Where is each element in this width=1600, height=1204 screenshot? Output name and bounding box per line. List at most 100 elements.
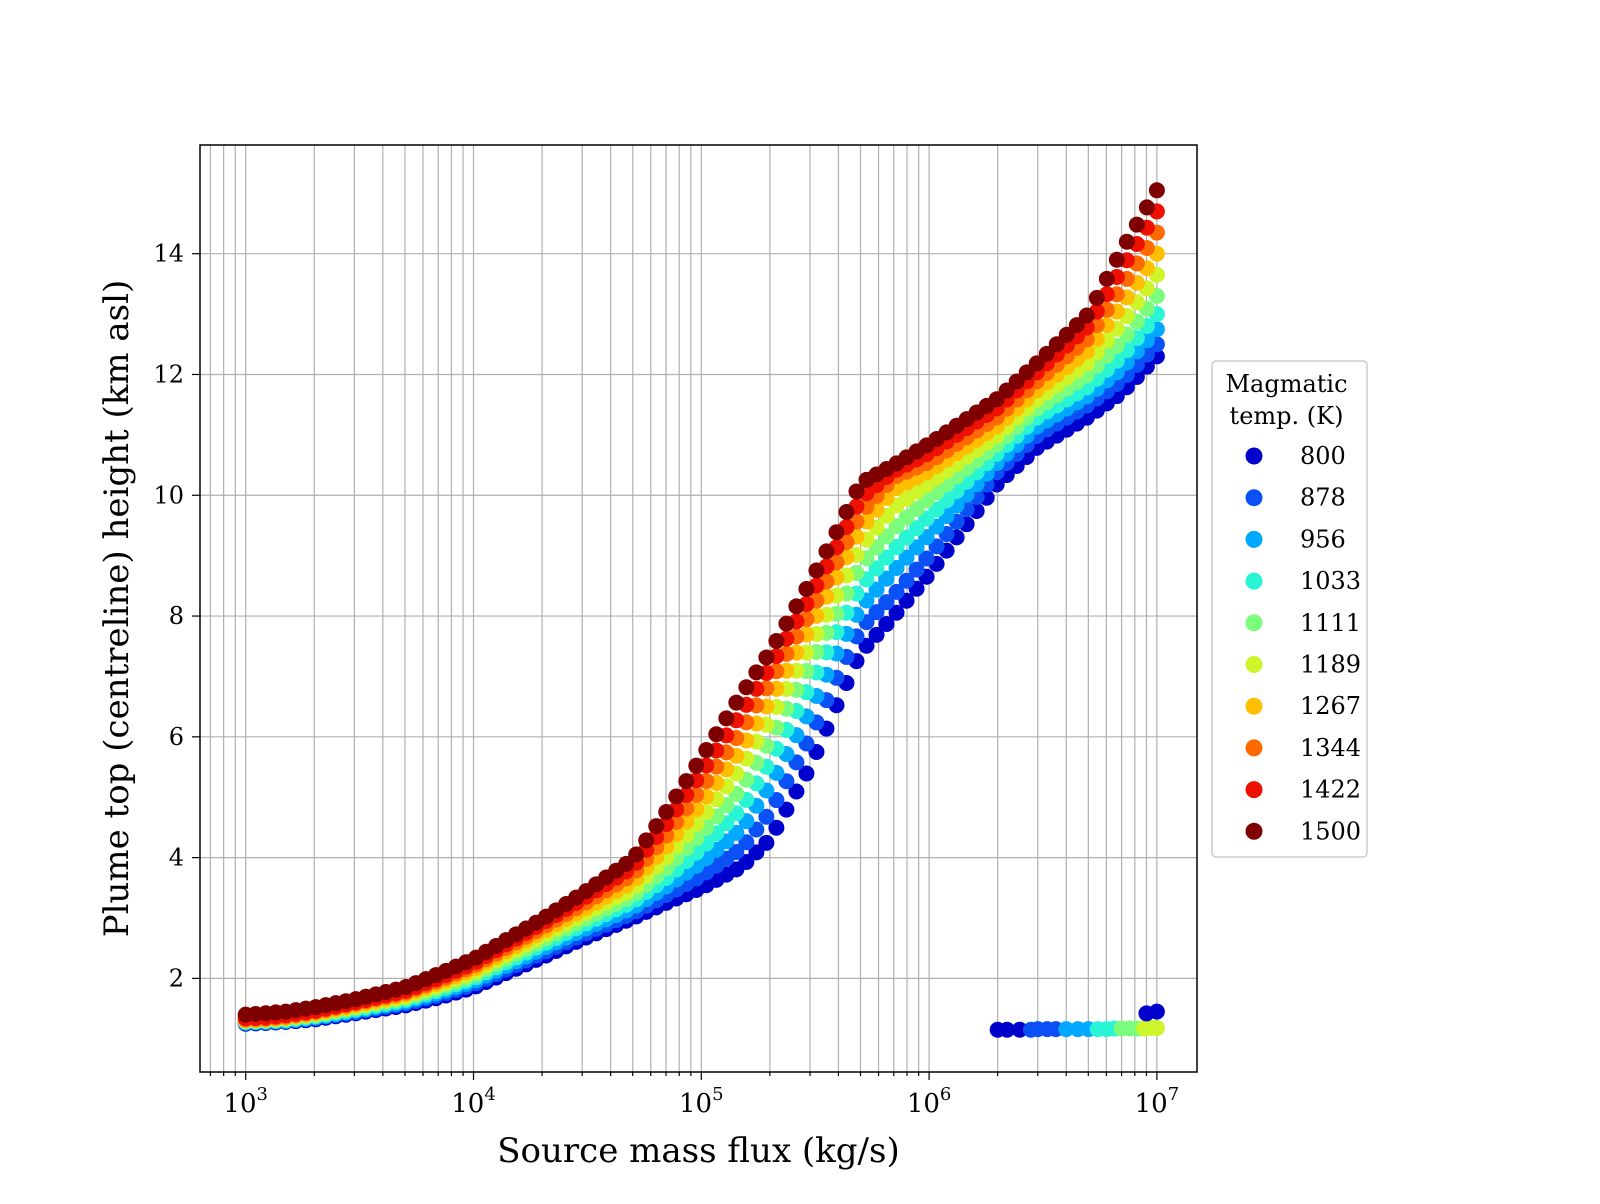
x-axis-ticks: 103 104 105 106 107 bbox=[209, 1072, 1180, 1119]
data-point bbox=[678, 773, 695, 790]
data-point bbox=[1118, 233, 1135, 250]
scatter-points bbox=[237, 182, 1165, 1038]
legend-entries: 800 878 956 1033 1111 1189 1267 1344 1422 1500 bbox=[1245, 442, 1361, 845]
data-point bbox=[788, 783, 805, 800]
data-point bbox=[818, 543, 835, 560]
data-point bbox=[1148, 1003, 1165, 1020]
legend-marker bbox=[1245, 614, 1263, 632]
data-point bbox=[1038, 345, 1055, 362]
series-1500 bbox=[237, 182, 1165, 1023]
data-point bbox=[1048, 336, 1065, 353]
data-point bbox=[798, 765, 815, 782]
data-point bbox=[848, 483, 865, 500]
data-point bbox=[718, 710, 735, 727]
data-point bbox=[908, 539, 925, 556]
data-point bbox=[618, 855, 635, 872]
data-point bbox=[1098, 270, 1115, 287]
data-point bbox=[878, 570, 895, 587]
legend-label: 1344 bbox=[1300, 734, 1361, 762]
data-point bbox=[748, 664, 765, 681]
data-point bbox=[738, 679, 755, 696]
legend-title: Magmatic bbox=[1225, 370, 1347, 398]
legend-entry: 800 bbox=[1245, 442, 1346, 470]
y-tick-label: 14 bbox=[153, 240, 184, 268]
data-point bbox=[748, 844, 765, 861]
data-point bbox=[918, 550, 935, 567]
data-point bbox=[768, 819, 785, 836]
y-tick-label: 12 bbox=[153, 360, 184, 388]
data-point bbox=[1088, 289, 1105, 306]
y-tick-label: 6 bbox=[169, 723, 184, 751]
data-point bbox=[868, 581, 885, 598]
data-point bbox=[888, 583, 905, 600]
data-point bbox=[858, 637, 875, 654]
legend-box bbox=[1211, 360, 1368, 858]
data-point bbox=[758, 834, 775, 851]
data-point bbox=[808, 562, 825, 579]
data-point bbox=[1078, 307, 1095, 324]
data-point bbox=[778, 615, 795, 632]
data-point bbox=[658, 803, 675, 820]
legend-marker bbox=[1245, 489, 1263, 507]
data-point bbox=[828, 524, 845, 541]
data-point bbox=[1028, 355, 1045, 372]
data-point bbox=[1058, 1021, 1075, 1038]
legend-label: 1267 bbox=[1300, 692, 1361, 720]
grid bbox=[200, 145, 1197, 1072]
legend-entry: 1344 bbox=[1245, 734, 1361, 762]
data-point bbox=[738, 834, 755, 851]
legend-entry: 878 bbox=[1245, 484, 1346, 512]
y-axis-ticks: 2 4 6 8 10 12 14 bbox=[153, 240, 200, 992]
low-cluster bbox=[989, 1003, 1165, 1038]
data-point bbox=[1011, 1021, 1028, 1038]
data-point bbox=[878, 594, 895, 611]
data-point bbox=[999, 1021, 1016, 1038]
legend-entry: 1033 bbox=[1245, 567, 1361, 595]
data-point bbox=[708, 726, 725, 743]
data-point bbox=[928, 538, 945, 555]
legend-marker bbox=[1245, 572, 1263, 590]
data-point bbox=[908, 561, 925, 578]
legend-entry: 1267 bbox=[1245, 692, 1361, 720]
legend-label: 878 bbox=[1300, 484, 1346, 512]
data-point bbox=[688, 757, 705, 774]
data-point bbox=[1138, 199, 1155, 216]
data-point bbox=[768, 792, 785, 809]
legend-marker bbox=[1245, 822, 1263, 840]
data-point bbox=[728, 824, 745, 841]
x-tick-label: 105 bbox=[679, 1084, 724, 1119]
data-point bbox=[628, 846, 645, 863]
data-point bbox=[1068, 317, 1085, 334]
y-tick-label: 2 bbox=[169, 964, 184, 992]
data-point bbox=[918, 510, 935, 527]
legend-label: 1111 bbox=[1300, 609, 1361, 637]
data-point bbox=[758, 649, 775, 666]
y-tick-label: 10 bbox=[153, 481, 184, 509]
data-point bbox=[888, 559, 905, 576]
data-point bbox=[1148, 1019, 1165, 1036]
x-tick-label: 106 bbox=[907, 1084, 952, 1119]
data-point bbox=[1128, 216, 1145, 233]
legend-label: 1189 bbox=[1300, 651, 1361, 679]
legend-entry: 1422 bbox=[1245, 776, 1361, 804]
data-point bbox=[798, 580, 815, 597]
legend: Magmatic temp. (K) 800 878 956 1033 1111 1189… bbox=[1211, 360, 1368, 858]
legend-entry: 1111 bbox=[1245, 609, 1361, 637]
data-point bbox=[898, 572, 915, 589]
legend-marker bbox=[1245, 447, 1263, 465]
data-point bbox=[908, 520, 925, 537]
data-point bbox=[768, 632, 785, 649]
data-point bbox=[878, 549, 895, 566]
legend-label: 1422 bbox=[1300, 776, 1361, 804]
legend-entry: 1500 bbox=[1245, 817, 1361, 845]
x-tick-label: 107 bbox=[1135, 1084, 1180, 1119]
legend-entry: 956 bbox=[1245, 525, 1346, 553]
legend-entry: 1189 bbox=[1245, 651, 1361, 679]
data-point bbox=[1148, 182, 1165, 199]
data-point bbox=[758, 808, 775, 825]
x-axis-label: Source mass flux (kg/s) bbox=[497, 1131, 899, 1171]
x-tick-label: 103 bbox=[223, 1084, 268, 1119]
legend-label: 956 bbox=[1300, 525, 1346, 553]
